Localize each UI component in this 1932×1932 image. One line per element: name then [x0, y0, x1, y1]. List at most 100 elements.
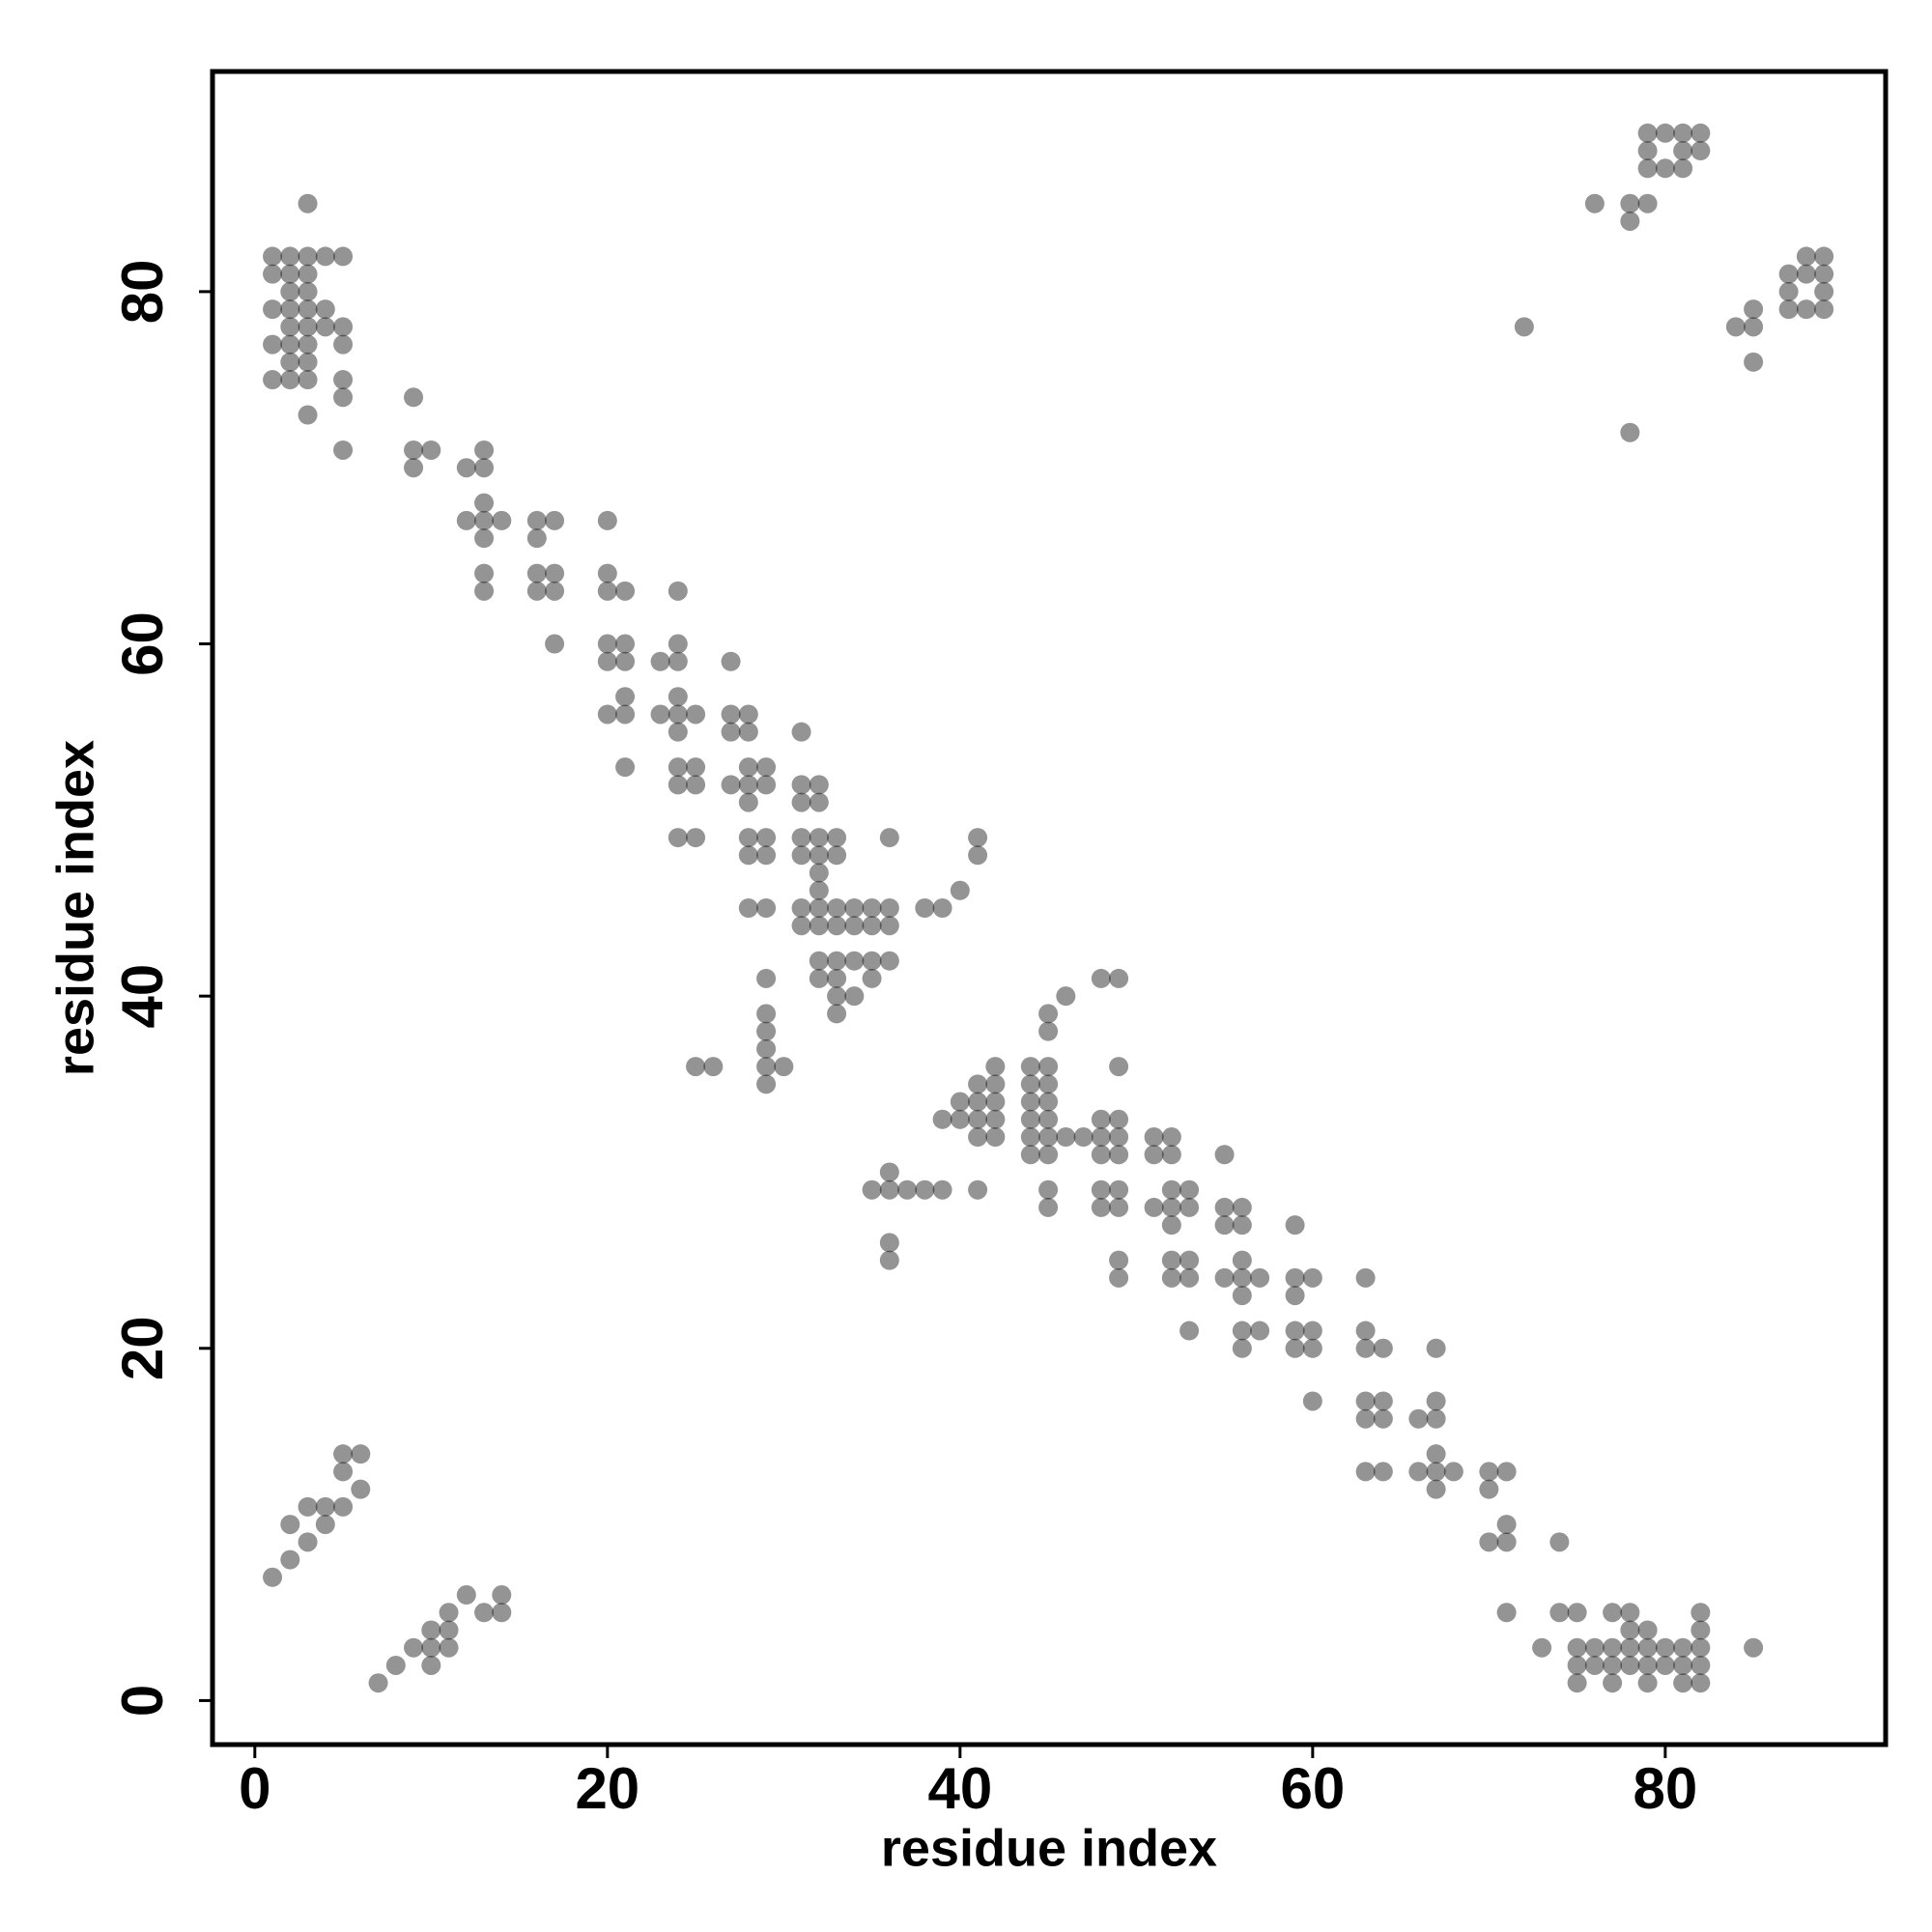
- scatter-point: [809, 828, 829, 848]
- scatter-point: [597, 581, 617, 601]
- scatter-point: [1778, 264, 1799, 284]
- scatter-point: [791, 792, 811, 812]
- scatter-point: [439, 1637, 459, 1658]
- scatter-point: [1620, 1620, 1640, 1640]
- scatter-point: [1285, 1215, 1305, 1236]
- scatter-point: [879, 1233, 899, 1253]
- scatter-point: [721, 722, 741, 742]
- scatter-point: [1355, 1462, 1376, 1482]
- scatter-point: [1091, 1145, 1111, 1165]
- scatter-point: [738, 722, 758, 742]
- scatter-point: [686, 1057, 706, 1077]
- scatter-point: [1673, 1655, 1693, 1675]
- scatter-point: [950, 1109, 970, 1129]
- scatter-point: [1214, 1267, 1235, 1288]
- x-axis-title: residue index: [881, 1819, 1217, 1877]
- scatter-point: [298, 1496, 318, 1517]
- scatter-point: [1302, 1321, 1322, 1341]
- scatter-point: [1179, 1321, 1200, 1341]
- scatter-point: [738, 792, 758, 812]
- scatter-point: [1109, 1197, 1129, 1217]
- scatter-point: [738, 845, 758, 866]
- scatter-point: [1161, 1267, 1181, 1288]
- scatter-point: [1179, 1197, 1200, 1217]
- scatter-point: [1109, 1127, 1129, 1148]
- scatter-point: [333, 246, 354, 267]
- scatter-point: [738, 828, 758, 848]
- y-tick-label: 0: [110, 1685, 175, 1717]
- scatter-point: [879, 828, 899, 848]
- scatter-point: [1637, 1620, 1658, 1640]
- scatter-point: [686, 828, 706, 848]
- scatter-point: [827, 916, 847, 936]
- scatter-point: [1496, 1462, 1517, 1482]
- scatter-point: [1020, 1074, 1040, 1094]
- scatter-point: [1109, 1179, 1129, 1200]
- scatter-point: [1443, 1462, 1463, 1482]
- scatter-point: [1161, 1197, 1181, 1217]
- scatter-point: [932, 898, 952, 918]
- scatter-point: [862, 898, 882, 918]
- scatter-point: [615, 634, 636, 654]
- scatter-point: [526, 581, 547, 601]
- scatter-point: [1496, 1532, 1517, 1552]
- scatter-point: [1056, 986, 1076, 1007]
- scatter-point: [791, 775, 811, 795]
- scatter-point: [1637, 1655, 1658, 1675]
- scatter-point: [1109, 1145, 1129, 1165]
- scatter-point: [263, 1567, 283, 1587]
- scatter-point: [668, 581, 688, 601]
- scatter-point: [404, 1637, 424, 1658]
- scatter-point: [597, 510, 617, 530]
- scatter-point: [1373, 1338, 1393, 1358]
- scatter-point: [421, 1620, 441, 1640]
- scatter-point: [1479, 1479, 1499, 1499]
- scatter-point: [1637, 1637, 1658, 1658]
- scatter-point: [1109, 1057, 1129, 1077]
- scatter-point: [1479, 1532, 1499, 1552]
- y-tick-label: 40: [110, 964, 175, 1029]
- scatter-point: [545, 581, 565, 601]
- scatter-point: [1232, 1250, 1252, 1270]
- scatter-point: [1091, 1179, 1111, 1200]
- scatter-point: [879, 916, 899, 936]
- scatter-point: [1655, 158, 1675, 179]
- scatter-point: [862, 1179, 882, 1200]
- scatter-point: [879, 1179, 899, 1200]
- scatter-point: [791, 722, 811, 742]
- scatter-point: [650, 651, 670, 671]
- scatter-point: [333, 440, 354, 460]
- scatter-point: [280, 1515, 300, 1535]
- scatter-point: [1620, 422, 1640, 442]
- scatter-point: [1373, 1462, 1393, 1482]
- scatter-point: [1109, 1109, 1129, 1129]
- scatter-point: [950, 1092, 970, 1112]
- scatter-point: [1038, 1092, 1059, 1112]
- scatter-point: [474, 1603, 495, 1623]
- scatter-point: [1232, 1321, 1252, 1341]
- scatter-point: [756, 845, 777, 866]
- scatter-point: [1690, 1603, 1711, 1623]
- scatter-point: [1038, 1127, 1059, 1148]
- scatter-point: [1532, 1637, 1552, 1658]
- scatter-point: [809, 898, 829, 918]
- scatter-point: [756, 1057, 777, 1077]
- scatter-point: [1496, 1603, 1517, 1623]
- scatter-point: [1814, 246, 1834, 267]
- scatter-point: [1408, 1408, 1429, 1429]
- scatter-point: [526, 563, 547, 583]
- scatter-point: [827, 898, 847, 918]
- scatter-point: [1655, 1637, 1675, 1658]
- scatter-point: [738, 775, 758, 795]
- scatter-point: [492, 510, 512, 530]
- scatter-point: [1690, 141, 1711, 161]
- scatter-point: [774, 1057, 794, 1077]
- scatter-point: [968, 1092, 988, 1112]
- scatter-point: [526, 528, 547, 549]
- scatter-point: [597, 651, 617, 671]
- scatter-point: [385, 1655, 406, 1675]
- scatter-point: [615, 687, 636, 707]
- scatter-point: [333, 317, 354, 337]
- scatter-point: [526, 510, 547, 530]
- scatter-point: [1161, 1250, 1181, 1270]
